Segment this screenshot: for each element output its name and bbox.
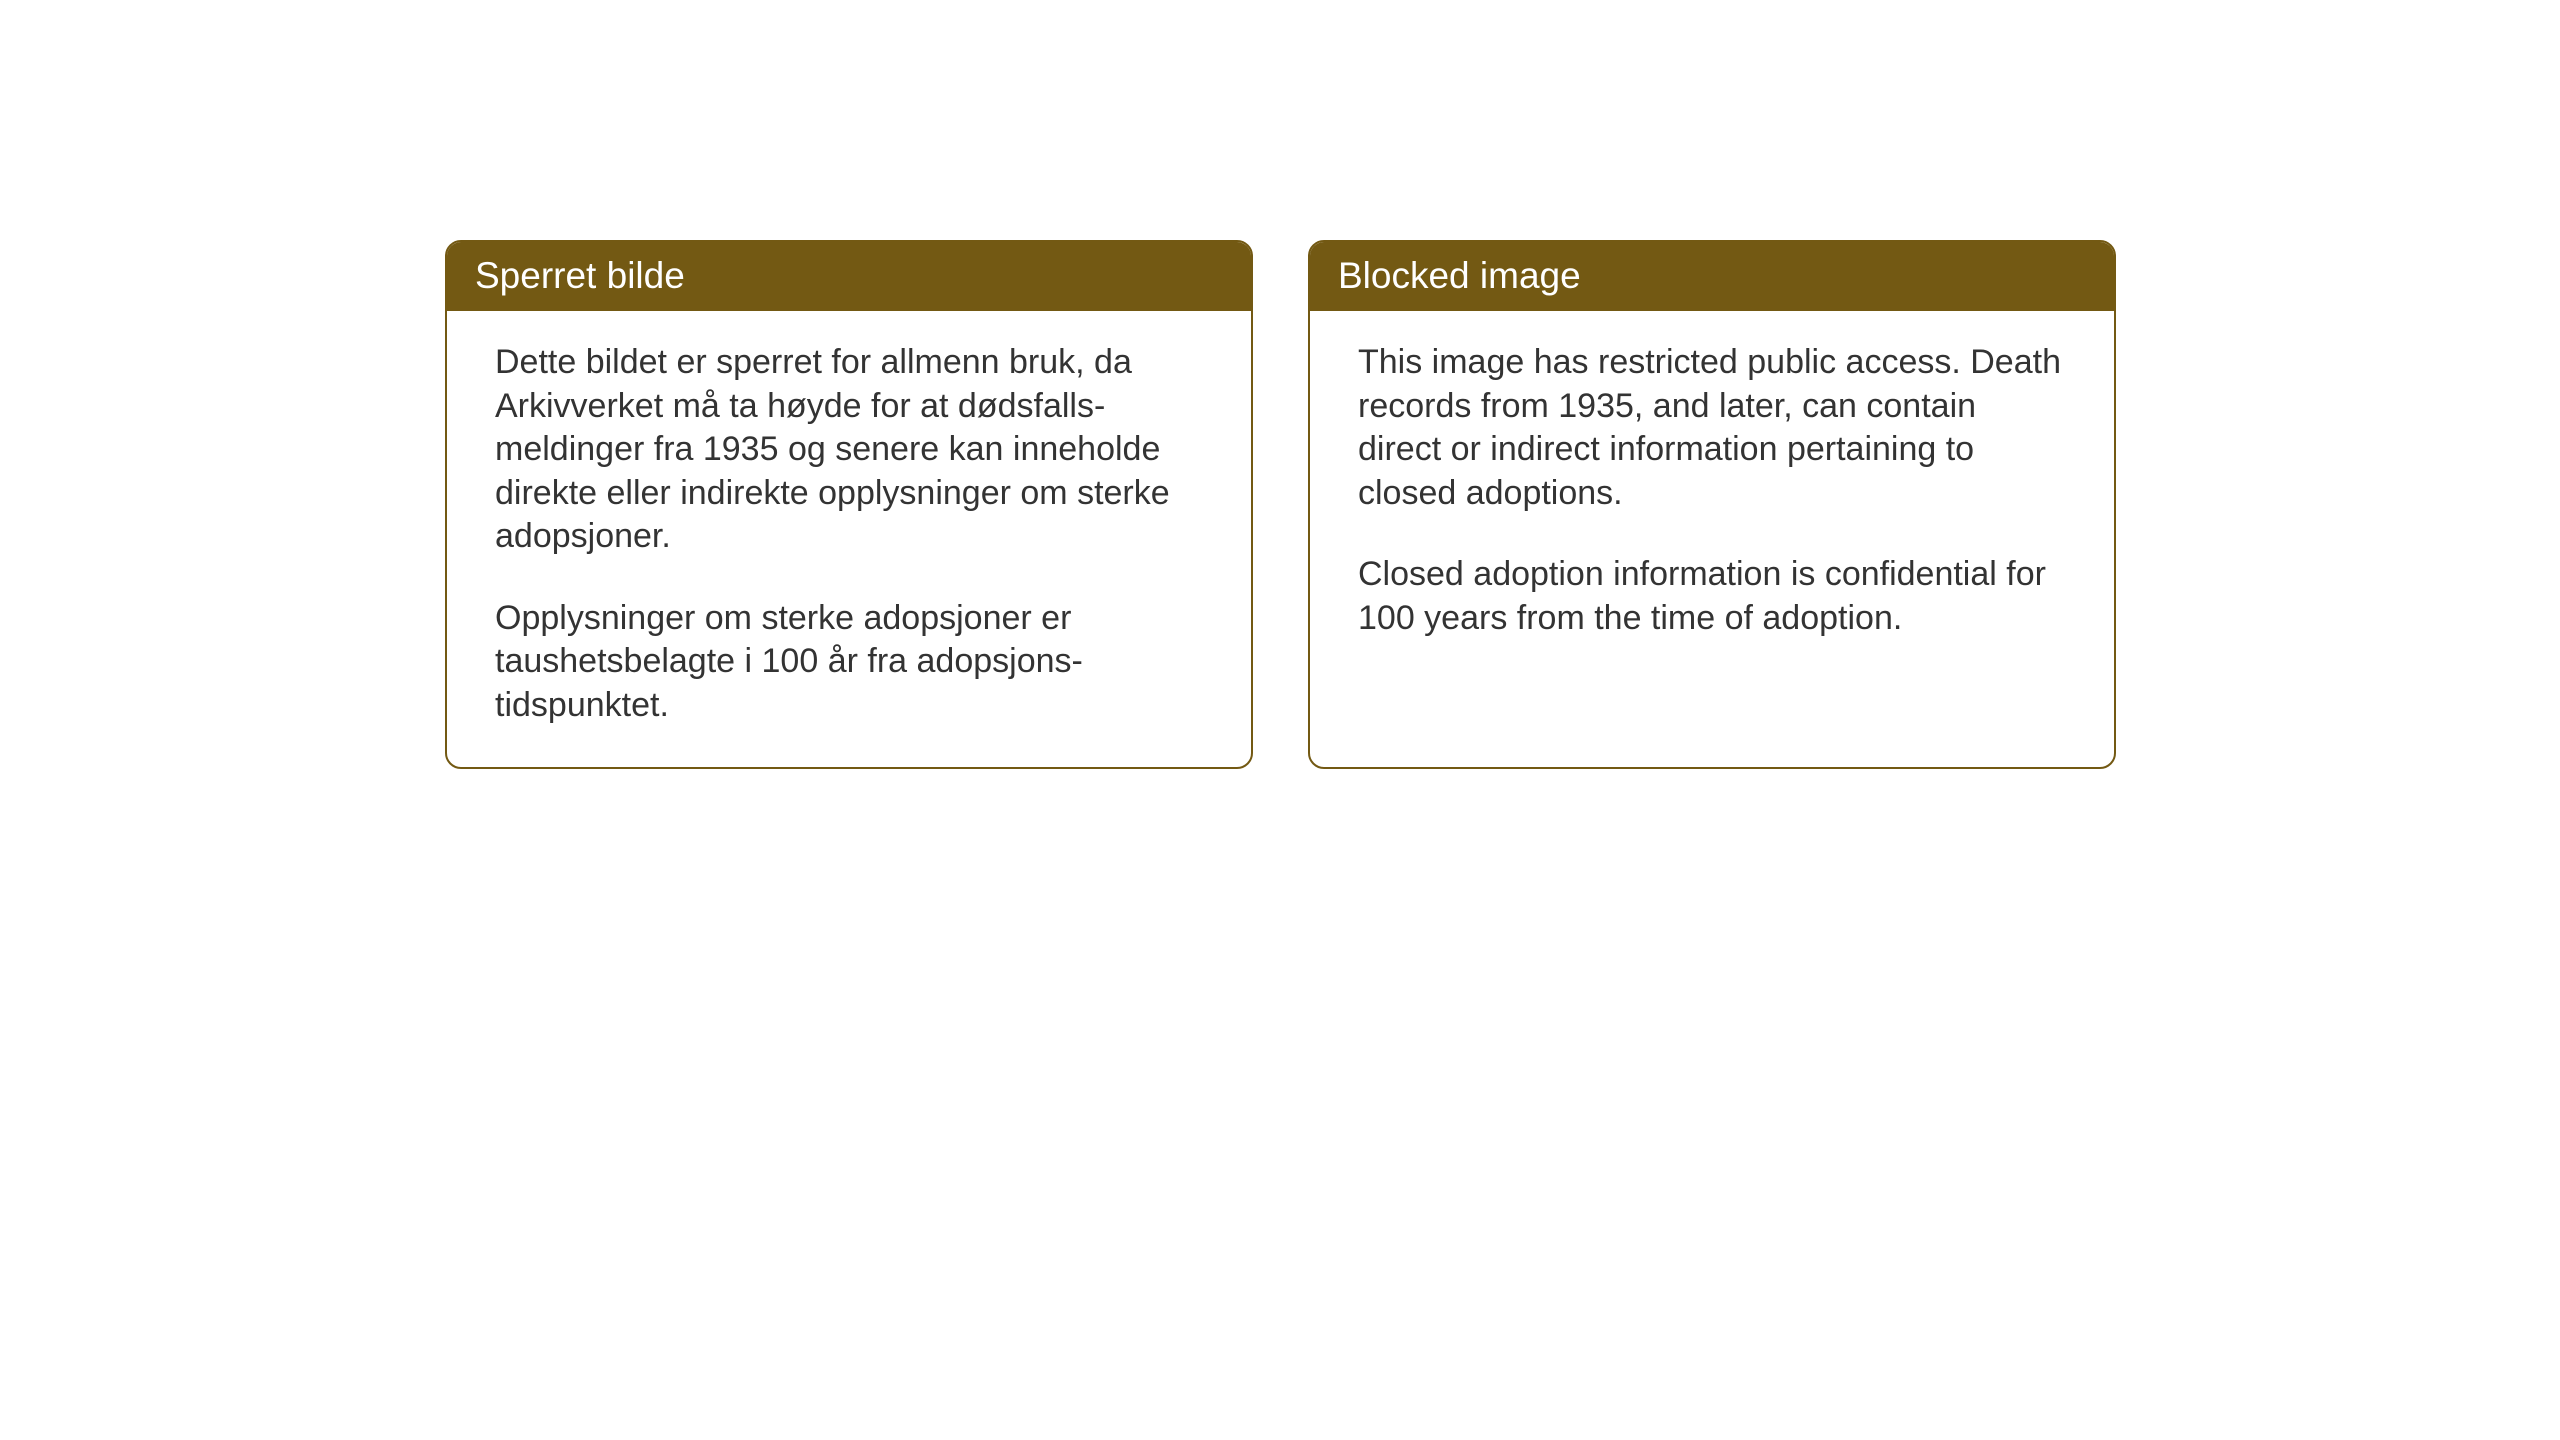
notice-card-norwegian: Sperret bilde Dette bildet er sperret fo… [445,240,1253,769]
card-paragraph-2-english: Closed adoption information is confident… [1358,553,2066,640]
notice-card-english: Blocked image This image has restricted … [1308,240,2116,769]
card-title-norwegian: Sperret bilde [475,255,685,296]
card-body-norwegian: Dette bildet er sperret for allmenn bruk… [447,311,1251,767]
card-paragraph-1-norwegian: Dette bildet er sperret for allmenn bruk… [495,341,1203,559]
card-header-english: Blocked image [1310,242,2114,311]
card-header-norwegian: Sperret bilde [447,242,1251,311]
notice-container: Sperret bilde Dette bildet er sperret fo… [445,240,2116,769]
card-body-english: This image has restricted public access.… [1310,311,2114,755]
card-title-english: Blocked image [1338,255,1581,296]
card-paragraph-1-english: This image has restricted public access.… [1358,341,2066,515]
card-paragraph-2-norwegian: Opplysninger om sterke adopsjoner er tau… [495,597,1203,728]
